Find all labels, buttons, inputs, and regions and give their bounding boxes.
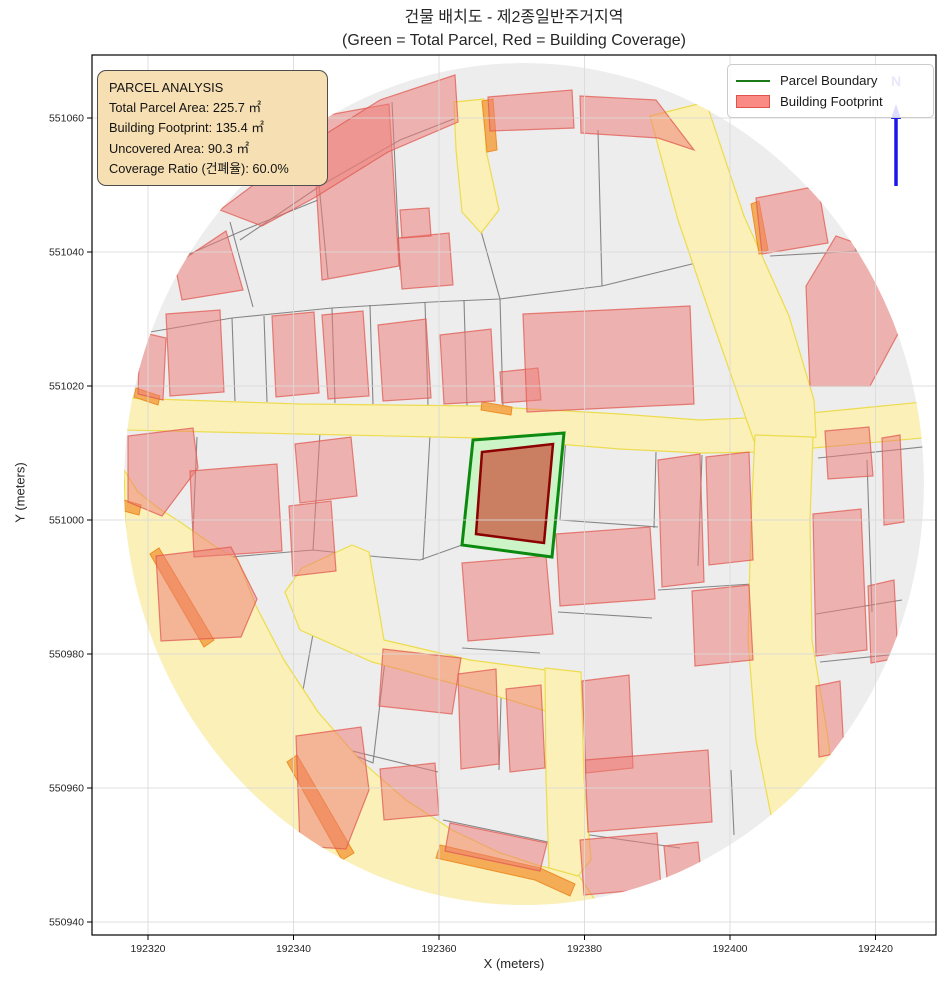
x-tick-label: 192380	[567, 943, 602, 955]
legend-item-building-footprint: Building Footprint	[736, 91, 923, 112]
building-footprint-patch-swatch	[736, 95, 770, 108]
building-polygon	[555, 526, 656, 607]
parcel-boundary-line	[597, 129, 603, 287]
building-polygon	[378, 648, 462, 715]
building-polygon	[663, 841, 702, 879]
building-polygon	[294, 436, 358, 504]
parcel-boundary-line	[263, 315, 268, 403]
building-polygon	[127, 427, 199, 517]
building-polygon	[288, 500, 337, 577]
tick-group: 192320 192340 192360 192380 192400 192420 5510…	[49, 113, 893, 956]
building-polygon	[522, 305, 695, 413]
road-edge-strip	[696, 871, 743, 896]
x-tick-label: 192420	[858, 943, 893, 955]
building-polygon	[505, 684, 546, 773]
y-tick-label: 551060	[49, 113, 84, 125]
building-polygon	[377, 318, 432, 402]
parcel-boundary-line	[461, 647, 541, 654]
building-polygon	[579, 95, 696, 152]
x-tick-label: 192340	[276, 943, 311, 955]
parcel-analysis-box: PARCEL ANALYSIS Total Parcel Area: 225.7…	[97, 70, 328, 187]
chart-subtitle: (Green = Total Parcel, Red = Building Co…	[342, 32, 686, 49]
parcel-boundary-line	[231, 317, 236, 402]
building-polygon	[439, 328, 496, 405]
grid-lines	[92, 55, 936, 935]
y-tick-label: 551040	[49, 247, 84, 259]
map-layer	[124, 63, 924, 905]
legend-label: Parcel Boundary	[780, 73, 878, 88]
info-box-line: Coverage Ratio (건폐율): 60.0%	[109, 160, 289, 176]
building-polygon	[271, 311, 320, 398]
info-box-title: PARCEL ANALYSIS	[109, 80, 224, 95]
title-block: 건물 배치도 - 제2종일반주거지역 (Green = Total Parcel…	[92, 6, 936, 52]
info-box-line: Total Parcel Area: 225.7 ㎡	[109, 100, 262, 116]
legend: Parcel Boundary Building Footprint	[727, 64, 934, 118]
building-polygon	[189, 463, 283, 558]
axes-spines	[91, 54, 937, 936]
building-polygon	[487, 89, 575, 132]
legend-label: Building Footprint	[780, 94, 883, 109]
building-polygon	[457, 668, 500, 770]
highlight-building-polygon	[474, 442, 555, 545]
building-polygon	[584, 749, 713, 833]
parcel-boundary-line	[422, 434, 431, 561]
road-polygon	[649, 101, 817, 453]
building-polygon	[812, 508, 868, 657]
building-polygon	[579, 832, 662, 896]
info-box-line: Building Footprint: 135.4 ㎡	[109, 120, 265, 136]
y-tick-label: 551020	[49, 381, 84, 393]
parcel-boundary-line	[657, 583, 753, 591]
building-polygon	[815, 680, 845, 758]
building-polygon	[824, 426, 874, 480]
parcel-boundary-line	[229, 221, 254, 308]
chart-title: 건물 배치도 - 제2종일반주거지역	[404, 9, 624, 26]
building-polygon	[379, 762, 440, 821]
x-tick-label: 192320	[130, 943, 165, 955]
y-axis-label: Y (meters)	[12, 462, 28, 523]
y-tick-label: 550940	[49, 917, 84, 929]
parcel-boundary-line	[730, 769, 735, 836]
parcel-boundary-line	[480, 230, 501, 300]
building-polygon	[321, 310, 370, 400]
y-tick-label: 551000	[49, 515, 84, 527]
info-box-line: Uncovered Area: 90.3 ㎡	[109, 140, 250, 156]
x-axis-label: X (meters)	[483, 956, 545, 971]
y-tick-label: 550960	[49, 783, 84, 795]
parcel-boundary-line	[379, 544, 463, 561]
parcel-boundary-line-swatch	[736, 79, 770, 82]
building-polygon	[881, 434, 905, 526]
legend-item-parcel-boundary: Parcel Boundary	[736, 70, 923, 91]
parcel-boundary-line	[149, 253, 761, 333]
x-tick-label: 192360	[421, 943, 456, 955]
building-polygon	[755, 185, 829, 255]
parcel-boundary-line	[653, 451, 657, 529]
building-polygon	[461, 555, 554, 642]
building-polygon	[444, 822, 548, 872]
building-polygon	[165, 309, 225, 397]
building-polygon	[174, 230, 244, 301]
building-polygon	[137, 331, 167, 401]
building-polygon	[399, 207, 432, 239]
parcel-boundary-line	[442, 819, 549, 843]
x-tick-label: 192400	[712, 943, 747, 955]
parcel-boundary-line	[557, 611, 653, 619]
y-tick-label: 550980	[49, 649, 84, 661]
building-polygon	[155, 546, 258, 642]
parcel-boundary-line	[369, 304, 374, 405]
building-polygon	[867, 579, 899, 664]
road-edge-strip	[480, 401, 513, 416]
building-polygon	[397, 232, 454, 290]
